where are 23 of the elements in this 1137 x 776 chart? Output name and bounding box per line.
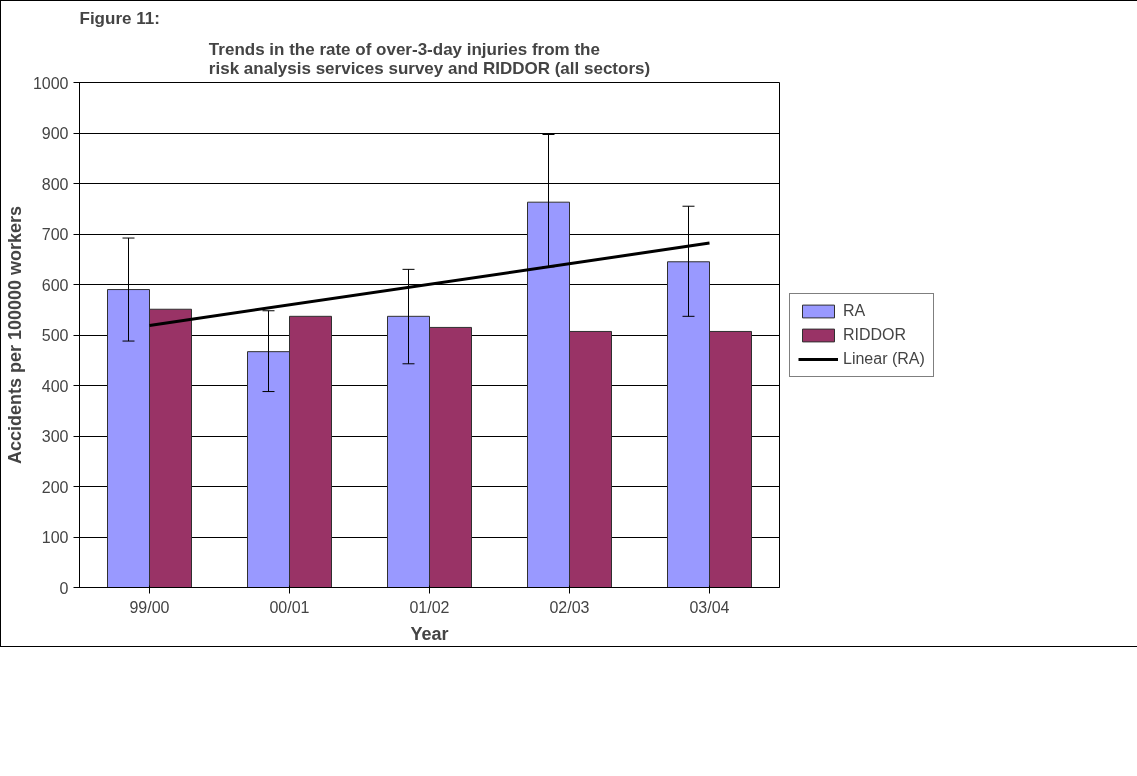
x-tick-label: 01/02 bbox=[409, 598, 450, 616]
y-tick-label: 100 bbox=[41, 529, 69, 546]
legend-label: RIDDOR bbox=[843, 325, 907, 344]
chart-title: Figure 11: bbox=[79, 8, 160, 28]
y-tick-label: 700 bbox=[41, 226, 69, 243]
y-tick-label: 1000 bbox=[32, 74, 69, 92]
y-tick-label: 500 bbox=[41, 327, 69, 344]
y-tick-label: 900 bbox=[41, 125, 69, 142]
y-tick-label: 600 bbox=[41, 276, 69, 294]
y-tick-label: 800 bbox=[41, 175, 69, 193]
y-tick-label: 400 bbox=[41, 377, 69, 395]
y-axis-title: Accidents per 100000 workers bbox=[4, 205, 25, 465]
y-tick-label: 300 bbox=[41, 428, 69, 445]
y-tick-label: 0 bbox=[59, 579, 69, 597]
legend-label: RA bbox=[843, 301, 866, 320]
x-tick-label: 00/01 bbox=[269, 598, 310, 616]
x-tick-label: 99/00 bbox=[129, 598, 170, 616]
x-tick-label: 03/04 bbox=[689, 598, 730, 616]
chart-subtitle: Trends in the rate of over-3-day injuries from the risk analysis services survey and RIDDOR (all sectors) bbox=[208, 39, 651, 78]
y-tick-label: 200 bbox=[41, 478, 69, 496]
x-tick-label: 02/03 bbox=[549, 598, 590, 616]
x-axis-title: Year bbox=[410, 623, 449, 644]
legend-label: Linear (RA) bbox=[843, 349, 925, 368]
